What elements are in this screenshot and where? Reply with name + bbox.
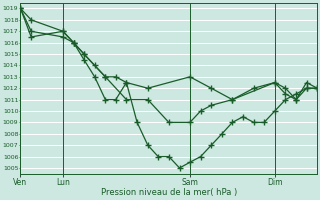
X-axis label: Pression niveau de la mer( hPa ): Pression niveau de la mer( hPa ) (101, 188, 237, 197)
